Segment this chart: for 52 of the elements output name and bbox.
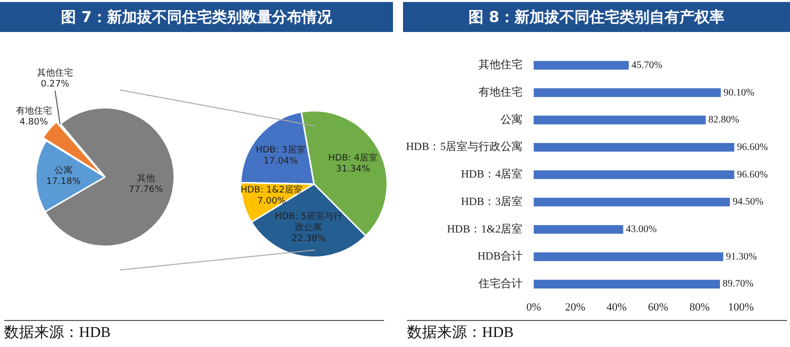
bar [534,252,724,262]
slice-label: 公寓 [54,165,72,176]
y-tick-label: 公寓 [500,112,523,126]
chart-title: 图 7：新加拔不同住宅类别数量分布情况 [0,2,393,32]
y-tick-label: HDB：3居室 [460,194,523,208]
chart-title: 图 8：新加拔不同住宅类别自有产权率 [403,2,790,32]
y-tick-label: HDB：1&2居室 [446,222,523,236]
data-label: 0.27% [40,80,70,90]
x-tick-label: 100% [728,301,754,314]
slice-label: 有地住宅 [16,105,52,116]
slice-label: HDB: 4居室 [328,152,378,164]
source-note: 数据来源：HDB [407,320,787,342]
x-tick-label: 20% [565,301,586,314]
bar [534,60,629,70]
data-label: 90.10% [723,87,754,98]
bar [534,170,734,180]
slice-label: HDB: 5居室与行政公寓 [274,210,342,233]
data-label: 77.76% [128,185,164,196]
data-label: 7.00% [257,196,286,206]
x-tick-label: 60% [648,301,668,314]
data-label: 96.60% [736,142,768,153]
data-label: 91.30% [726,251,757,262]
slice-label: 其他 [136,173,155,184]
bar [534,280,720,288]
slice-label: 其他住宅 [37,68,74,79]
data-label: 4.80% [19,117,49,128]
bar [534,88,721,97]
data-label: 17.04% [263,156,298,166]
bar [534,225,624,234]
source-note: 数据来源：HDB [4,320,384,342]
bar [534,116,706,124]
x-tick-label: 0% [526,301,542,314]
y-tick-label: 其他住宅 [478,58,523,72]
data-label: 22.38% [292,234,326,244]
data-label: 45.70% [631,60,662,71]
bar [534,143,734,152]
data-label: 89.70% [722,278,754,290]
y-tick-label: HDB合计 [477,250,523,263]
y-tick-label: 住宅合计 [478,277,523,290]
x-tick-label: 80% [689,301,710,314]
y-tick-label: HDB：5居室与行政公寓 [406,140,523,154]
y-tick-label: HDB：4居室 [460,168,523,181]
bar [534,198,730,206]
data-label: 17.18% [46,177,82,188]
y-tick-label: 有地住宅 [478,86,523,99]
slice-label: HDB: 3居室 [256,144,306,156]
data-label: 94.50% [732,196,764,208]
data-label: 82.80% [708,114,740,126]
data-label: 43.00% [626,224,657,236]
x-tick-label: 40% [606,301,627,314]
data-label: 31.34% [336,164,371,175]
data-label: 96.60% [736,169,768,180]
